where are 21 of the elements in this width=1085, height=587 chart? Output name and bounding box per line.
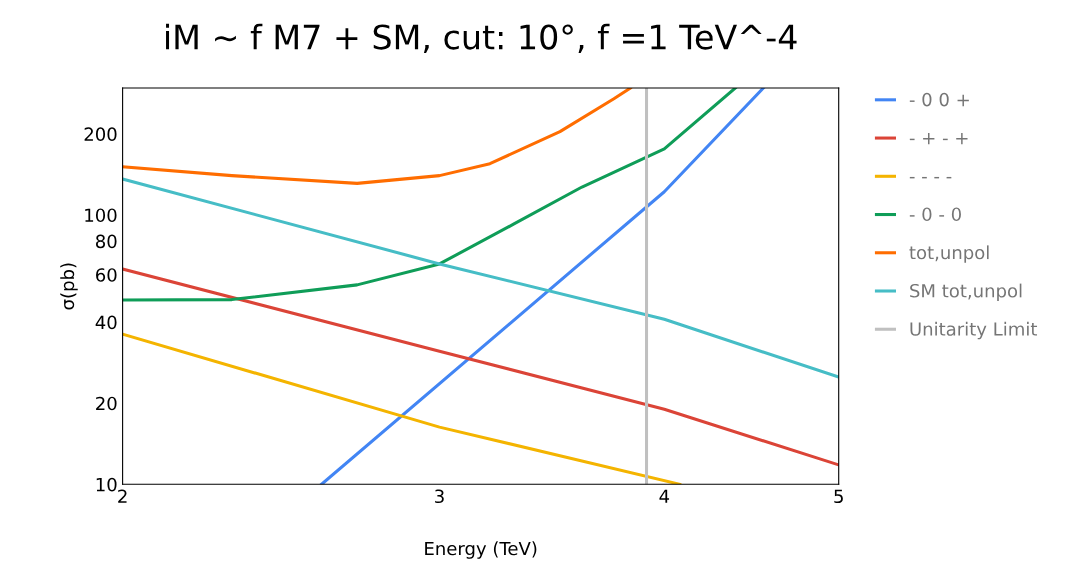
y-tick-label: 80 <box>95 234 117 249</box>
y-tick-label: 60 <box>96 268 117 282</box>
x-tick-label: 3 <box>435 489 444 504</box>
y-tick-label: 40 <box>95 315 117 330</box>
y-tick-label: 200 <box>84 127 117 142</box>
x-tick-label: 5 <box>834 489 843 504</box>
legend-label: - 0 0 + <box>909 92 969 107</box>
legend-label: tot,unpol <box>909 245 989 263</box>
legend-label: - 0 - 0 <box>909 207 961 222</box>
y-axis-title: σ(pb) <box>60 263 78 310</box>
chart-title: iM ~ f M7 + SM, cut: 10°, f =1 TeV^-4 <box>166 23 797 54</box>
x-tick-label: 2 <box>118 489 127 503</box>
y-tick-label: 20 <box>96 396 117 411</box>
legend-label: SM tot,unpol <box>910 283 1022 302</box>
legend-label: - - - - <box>909 176 952 179</box>
legend-label: - + - + <box>909 133 968 145</box>
x-axis-title: Energy (TeV) <box>425 541 537 559</box>
y-tick-label: 10 <box>96 477 117 492</box>
y-tick-label: 100 <box>85 208 117 223</box>
x-tick-label: 4 <box>659 489 670 503</box>
legend-label: Unitarity Limit <box>910 321 1038 340</box>
